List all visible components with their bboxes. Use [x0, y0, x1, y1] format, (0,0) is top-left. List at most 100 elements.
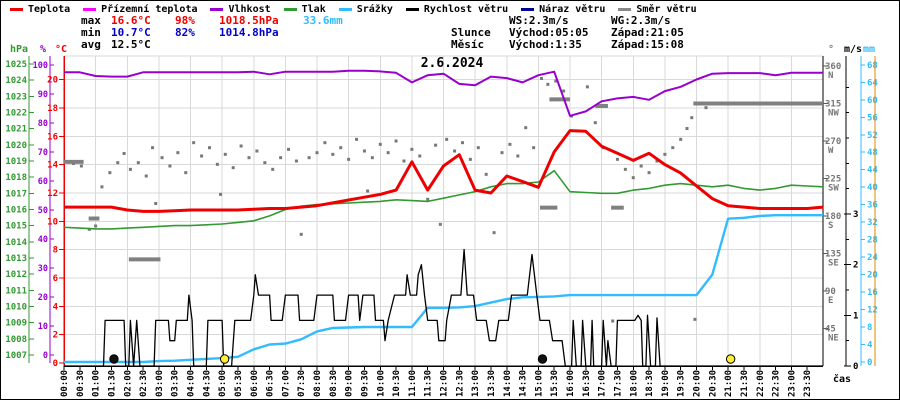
svg-text:0: 0	[43, 351, 48, 361]
precipitation-line	[64, 214, 823, 364]
legend-label: Teplota	[28, 4, 71, 15]
svg-text:40: 40	[867, 183, 878, 193]
legend-color-dash	[210, 8, 224, 11]
sun-marker-icon	[219, 354, 230, 364]
legend-label: Přízemní teplota	[101, 4, 198, 15]
svg-text:04:30: 04:30	[202, 370, 212, 397]
svg-text:64: 64	[867, 78, 878, 88]
svg-text:1016: 1016	[5, 205, 27, 215]
svg-text:°: °	[828, 44, 834, 55]
svg-text:03:00: 03:00	[155, 370, 165, 397]
svg-text:20: 20	[47, 76, 58, 86]
svg-text:NW: NW	[828, 109, 839, 119]
svg-text:14:30: 14:30	[519, 370, 529, 397]
sun-marker-icon	[725, 354, 736, 364]
svg-text:SW: SW	[828, 184, 839, 194]
svg-text:20:30: 20:30	[708, 370, 718, 397]
svg-text:°C: °C	[55, 44, 67, 55]
stats-min-row: min 10.7°C 82% 1014.8hPa	[81, 27, 343, 39]
svg-text:52: 52	[867, 131, 878, 141]
svg-text:1014: 1014	[5, 238, 27, 248]
svg-text:hPa: hPa	[10, 44, 28, 55]
svg-text:20: 20	[867, 271, 878, 281]
svg-text:08:00: 08:00	[313, 370, 323, 397]
sun-label: Slunce	[451, 26, 491, 39]
svg-text:16:30: 16:30	[582, 370, 592, 397]
svg-text:40: 40	[38, 235, 48, 245]
svg-text:13:00: 13:00	[471, 370, 481, 397]
max-temp-value: 16.6°C	[111, 14, 151, 27]
legend-label: Směr větru	[636, 4, 697, 15]
svg-text:00:00: 00:00	[60, 370, 70, 397]
legend: Teplota Přízemní teplota Vlhkost Tlak Srážky…	[10, 4, 697, 15]
svg-text:15:00: 15:00	[534, 370, 544, 397]
svg-text:00:30: 00:30	[76, 370, 86, 397]
svg-text:01:30: 01:30	[107, 370, 117, 397]
svg-text:m/s: m/s	[844, 44, 862, 55]
svg-text:09:30: 09:30	[360, 370, 370, 397]
svg-text:1015: 1015	[5, 222, 27, 232]
svg-text:16:00: 16:00	[566, 370, 576, 397]
legend-item-3: Tlak	[283, 4, 326, 15]
svg-text:270: 270	[825, 137, 841, 147]
svg-text:06:00: 06:00	[250, 370, 260, 397]
svg-text:8: 8	[867, 323, 872, 333]
svg-text:24: 24	[867, 253, 878, 263]
chart-title: 2.6.2024	[421, 56, 484, 71]
svg-text:1012: 1012	[5, 270, 27, 280]
svg-text:20:00: 20:00	[693, 370, 703, 397]
svg-text:14:00: 14:00	[503, 370, 513, 397]
svg-text:60: 60	[867, 96, 878, 106]
svg-text:1011: 1011	[5, 286, 27, 296]
svg-text:1009: 1009	[5, 319, 27, 329]
svg-text:23:00: 23:00	[787, 370, 797, 397]
min-humidity-value: 82%	[175, 26, 195, 39]
svg-text:03:30: 03:30	[171, 370, 181, 397]
sunset-time: Západ:21:05	[611, 26, 684, 39]
svg-text:180: 180	[825, 212, 841, 222]
svg-text:mm: mm	[863, 44, 875, 55]
svg-text:18:30: 18:30	[645, 370, 655, 397]
legend-color-dash	[618, 8, 632, 11]
legend-item-4: Srážky	[338, 4, 393, 15]
svg-text:21:30: 21:30	[740, 370, 750, 397]
legend-color-dash	[338, 8, 352, 11]
moon-marker-icon	[109, 354, 119, 364]
svg-text:1020: 1020	[5, 141, 27, 151]
svg-text:04:00: 04:00	[187, 370, 197, 397]
svg-text:1025: 1025	[5, 60, 27, 70]
legend-color-dash	[521, 8, 535, 11]
svg-text:135: 135	[825, 250, 841, 260]
svg-text:11:00: 11:00	[408, 370, 418, 397]
svg-text:0: 0	[867, 358, 872, 368]
svg-text:19:30: 19:30	[677, 370, 687, 397]
svg-text:50: 50	[38, 206, 48, 216]
svg-text:225: 225	[825, 175, 841, 185]
min-pressure-value: 1014.8hPa	[219, 26, 279, 39]
svg-text:10: 10	[47, 217, 58, 227]
moonset-time: Západ:15:08	[611, 38, 684, 51]
stats-max-label: max	[81, 14, 101, 27]
svg-text:05:00: 05:00	[218, 370, 228, 397]
total-precip-value: 33.6mm	[303, 14, 343, 27]
legend-color-dash	[283, 8, 297, 11]
legend-label: Rychlost větru	[423, 4, 509, 15]
svg-text:07:00: 07:00	[281, 370, 291, 397]
svg-text:11:30: 11:30	[424, 370, 434, 397]
svg-text:6: 6	[53, 274, 58, 284]
svg-text:315: 315	[825, 100, 841, 110]
humidity-line	[64, 69, 823, 117]
stats-avg-label: avg	[81, 38, 101, 51]
svg-text:19:00: 19:00	[661, 370, 671, 397]
svg-text:8: 8	[53, 246, 58, 256]
svg-text:08:30: 08:30	[329, 370, 339, 397]
svg-text:56: 56	[867, 113, 878, 123]
svg-text:4: 4	[53, 302, 59, 312]
svg-text:2: 2	[53, 331, 58, 341]
astro-wind-block: WS:2.3m/s WG:2.3m/s Slunce Východ:05:05 …	[451, 15, 721, 51]
svg-text:44: 44	[867, 166, 878, 176]
svg-text:36: 36	[867, 201, 878, 211]
stats-min-label: min	[81, 26, 101, 39]
svg-text:N: N	[828, 71, 833, 81]
